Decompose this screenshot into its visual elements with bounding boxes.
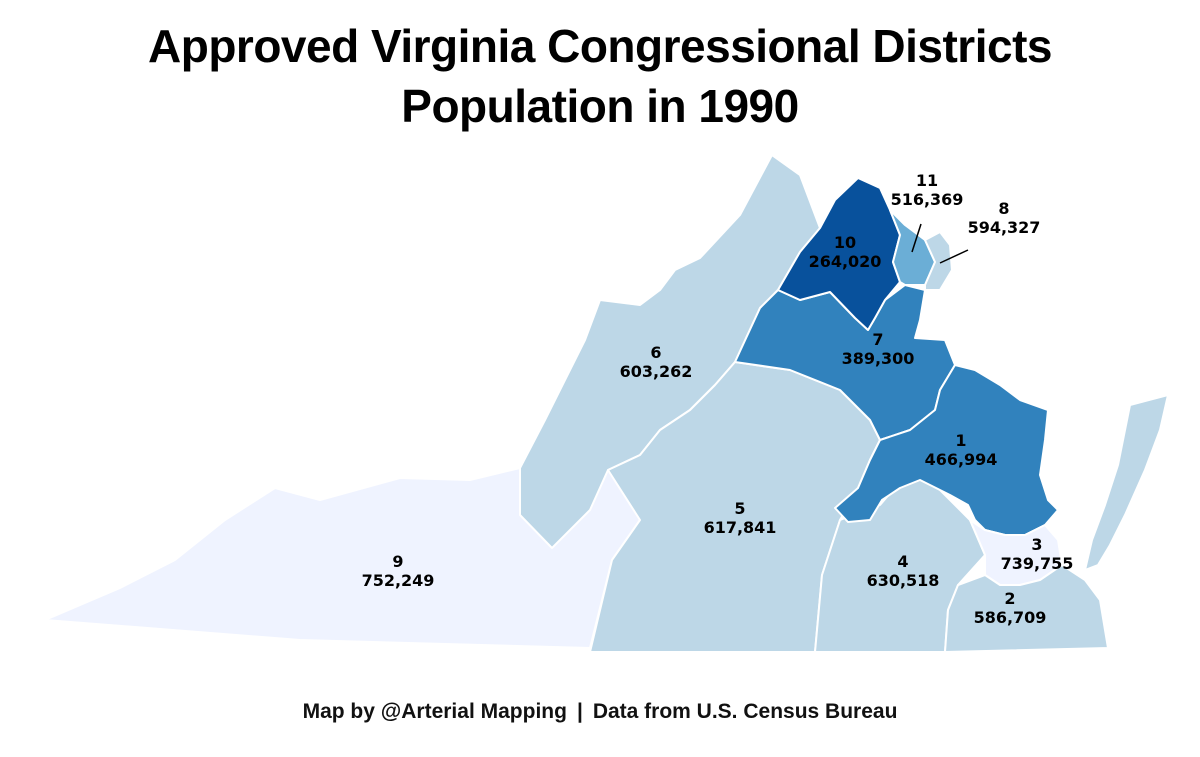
district-5-population: 617,841 (704, 518, 777, 537)
district-5-number: 5 (734, 499, 745, 518)
footer-source: Data from U.S. Census Bureau (592, 700, 898, 723)
district-1-label: 1 466,994 (925, 431, 998, 469)
district-8-area[interactable] (924, 231, 953, 291)
district-10-population: 264,020 (809, 252, 882, 271)
district-4-label: 4 630,518 (867, 552, 940, 590)
district-10-number: 10 (834, 233, 856, 252)
map-footer: Map by @Arterial Mapping | Data from U.S. … (0, 700, 1200, 724)
district-7-number: 7 (872, 330, 883, 349)
district-8-leader (939, 249, 969, 264)
district-3-population: 739,755 (1001, 554, 1074, 573)
district-11-label: 11 516,369 (891, 171, 964, 209)
district-9-number: 9 (392, 552, 403, 571)
district-1-population: 466,994 (925, 450, 998, 469)
district-11-number: 11 (916, 171, 938, 190)
district-11-population: 516,369 (891, 190, 964, 209)
footer-separator: | (576, 700, 583, 723)
district-11-area[interactable] (889, 209, 936, 286)
district-4-population: 630,518 (867, 571, 940, 590)
district-6-number: 6 (650, 343, 661, 362)
eastern-shore-area[interactable] (1084, 394, 1169, 571)
district-6-population: 603,262 (620, 362, 693, 381)
district-10-label: 10 264,020 (809, 233, 882, 271)
map-title-line-2: Population in 1990 (401, 80, 799, 132)
district-2-label: 2 586,709 (974, 589, 1047, 627)
district-11-leader (911, 223, 922, 253)
district-5-label: 5 617,841 (704, 499, 777, 537)
district-9-label: 9 752,249 (362, 552, 435, 590)
district-8-number: 8 (998, 199, 1009, 218)
district-4-number: 4 (897, 552, 908, 571)
district-3-label: 3 739,755 (1001, 535, 1074, 573)
district-8-label: 8 594,327 (968, 199, 1041, 237)
district-2-area[interactable] (944, 564, 1109, 653)
district-7-label: 7 389,300 (842, 330, 915, 368)
district-9-population: 752,249 (362, 571, 435, 590)
map-title-line-1: Approved Virginia Congressional District… (148, 20, 1052, 72)
district-8-population: 594,327 (968, 218, 1041, 237)
district-3-number: 3 (1031, 535, 1042, 554)
district-1-number: 1 (955, 431, 966, 450)
district-7-population: 389,300 (842, 349, 915, 368)
district-2-number: 2 (1004, 589, 1015, 608)
footer-credit: Map by @Arterial Mapping (302, 700, 567, 723)
district-6-label: 6 603,262 (620, 343, 693, 381)
district-2-population: 586,709 (974, 608, 1047, 627)
